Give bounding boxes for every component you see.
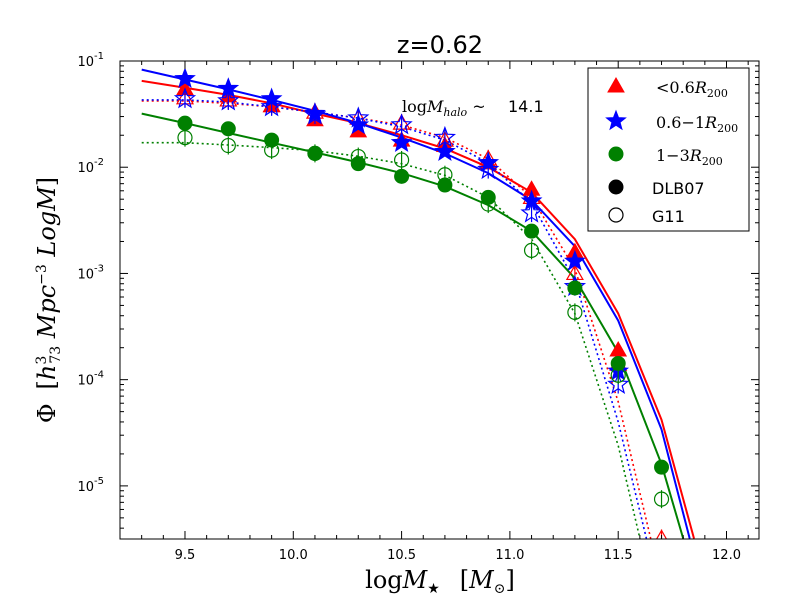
legend-marker xyxy=(608,179,624,195)
legend-label-mid: 0.6−1R200 xyxy=(656,113,738,135)
data-point xyxy=(260,95,283,117)
data-point xyxy=(653,491,670,507)
data-point xyxy=(217,89,240,111)
data-point xyxy=(390,113,413,135)
y-tick-label: 10-2 xyxy=(77,157,104,176)
data-point xyxy=(434,140,456,161)
legend-marker xyxy=(608,146,624,162)
legend-label-g11: G11 xyxy=(652,207,685,226)
data-point xyxy=(393,152,410,168)
x-tick-label: 11.5 xyxy=(604,548,633,563)
legend-label-outer: 1−3R200 xyxy=(656,146,723,168)
data-point xyxy=(173,87,197,109)
plot-frame xyxy=(119,60,760,540)
data-point xyxy=(394,168,410,184)
data-point xyxy=(303,103,327,125)
data-point xyxy=(174,67,196,89)
data-point xyxy=(433,125,457,148)
x-tick-label: 9.5 xyxy=(175,548,196,563)
legend-marker xyxy=(607,76,625,93)
data-point xyxy=(477,157,500,180)
y-axis-label: Φ[h373 Mpc−3 LogM] xyxy=(33,177,64,423)
data-point xyxy=(567,280,583,296)
legend-label-dlb07: DLB07 xyxy=(652,179,705,198)
y-tick-label: 10-5 xyxy=(77,476,104,495)
data-point xyxy=(350,148,366,165)
data-point xyxy=(347,106,370,128)
legend-marker xyxy=(608,207,624,223)
halo-mass-annotation: logMhalo ~ 14.1 xyxy=(402,97,544,119)
legend-markers xyxy=(605,76,627,223)
fit-line xyxy=(141,68,691,539)
fit-line xyxy=(141,112,685,539)
data-point xyxy=(177,130,193,146)
data-point xyxy=(480,196,496,212)
data-point xyxy=(654,459,670,475)
data-point xyxy=(307,145,323,161)
x-tick-label: 10.0 xyxy=(279,548,308,563)
data-point xyxy=(390,131,413,152)
data-point xyxy=(524,223,540,239)
data-point xyxy=(220,137,236,154)
data-point xyxy=(655,529,668,539)
legend-label-inner: <0.6R200 xyxy=(656,78,728,100)
data-point xyxy=(607,372,630,394)
data-point xyxy=(564,249,586,271)
x-tick-label: 11.0 xyxy=(495,548,524,563)
data-markers xyxy=(173,67,670,539)
annotation-label: logMhalo ~ xyxy=(402,97,486,119)
fit-line xyxy=(141,99,648,539)
x-axis-label: logM★ [M⊙] xyxy=(365,566,515,597)
data-point xyxy=(567,304,583,320)
data-point xyxy=(520,201,543,223)
y-tick-label: 10-4 xyxy=(77,370,104,389)
legend: <0.6R200 0.6−1R200 1−3R200 DLB07 G11 xyxy=(587,67,750,232)
x-tick-label: 10.5 xyxy=(387,548,416,563)
y-tick-label: 10-1 xyxy=(77,51,104,70)
annotation-value: 14.1 xyxy=(508,97,544,116)
chart-title: z=0.62 xyxy=(397,31,483,59)
y-tick-label: 10-3 xyxy=(77,263,104,282)
fit-line xyxy=(141,141,641,539)
data-point xyxy=(220,121,236,137)
data-point xyxy=(437,167,453,183)
data-point xyxy=(177,115,193,131)
fit-line xyxy=(141,79,695,539)
y-axis: 10-5 10-4 10-3 10-2 10-1 xyxy=(77,51,759,529)
data-point xyxy=(610,367,626,383)
x-axis: 9.5 10.0 10.5 11.0 11.5 12.0 xyxy=(141,61,749,563)
legend-marker xyxy=(605,109,627,131)
data-point xyxy=(264,142,280,158)
x-tick-label: 12.0 xyxy=(712,548,741,563)
data-point xyxy=(523,242,540,258)
